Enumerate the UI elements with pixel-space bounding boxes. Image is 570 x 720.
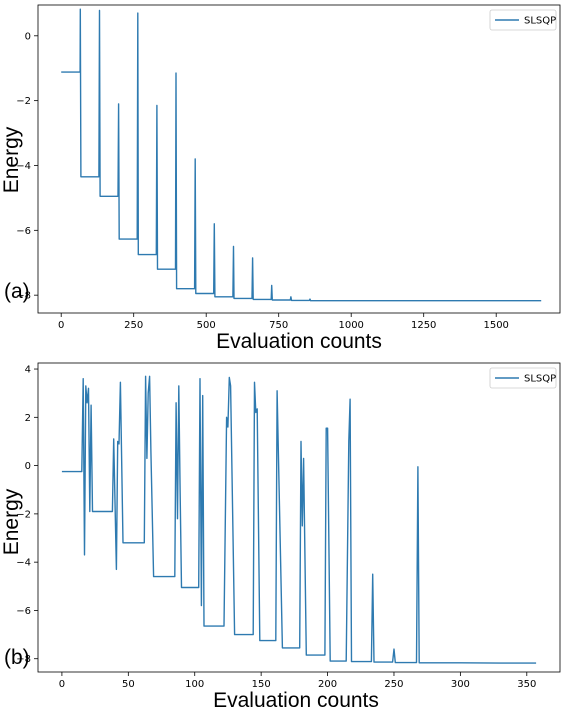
y-tick-label: 4 [25, 365, 31, 376]
chart-panel-a: 0 −2 −4 −6 −8 0 250 500 750 1000 1250 1500 SLSQP (… [0, 4, 561, 353]
x-axis-label: Evaluation counts [216, 330, 382, 353]
x-ticks: 0 250 500 750 1000 1250 1500 [58, 313, 509, 331]
y-axis-label: Energy [0, 488, 23, 555]
y-tick-label: −8 [16, 291, 31, 302]
y-tick-label: 2 [25, 413, 31, 424]
x-tick-label: 150 [252, 679, 271, 690]
plot-frame [37, 4, 561, 314]
x-tick-label: 50 [122, 679, 135, 690]
x-tick-label: 0 [58, 320, 64, 331]
series-line-slsqp [61, 8, 542, 302]
x-axis-label: Evaluation counts [213, 689, 379, 712]
legend: SLSQP [489, 9, 557, 31]
x-tick-label: 500 [197, 320, 216, 331]
y-tick-label: −4 [16, 161, 31, 172]
y-tick-label: −4 [16, 558, 31, 569]
x-tick-label: 250 [124, 320, 143, 331]
y-tick-label: −6 [16, 606, 31, 617]
x-tick-label: 250 [384, 679, 403, 690]
y-tick-label: −2 [16, 509, 31, 520]
y-ticks: 4 2 0 −2 −4 −6 −8 [16, 365, 38, 665]
plot-frame [37, 362, 561, 673]
y-tick-label: −2 [16, 96, 31, 107]
y-axis-label: Energy [0, 126, 23, 193]
y-ticks: 0 −2 −4 −6 −8 [16, 31, 38, 302]
y-tick-label: 0 [25, 461, 31, 472]
chart-panel-b: 420−2−4−6−8 0 50 100 150 200 250 300 350 SLSQP … [0, 362, 561, 712]
series-lines [61, 375, 537, 664]
x-tick-label: 1000 [338, 320, 363, 331]
panel-label: (a) [4, 280, 30, 303]
legend: SLSQP [489, 367, 557, 389]
legend-box [489, 9, 557, 31]
y-tick-label: 0 [25, 31, 31, 42]
x-tick-label: 200 [318, 679, 337, 690]
legend-label: SLSQP [524, 374, 556, 385]
x-tick-label: 300 [451, 679, 470, 690]
x-tick-label: 0 [59, 679, 65, 690]
x-tick-label: 100 [185, 679, 204, 690]
y-tick-label: −6 [16, 226, 31, 237]
x-tick-label: 1250 [411, 320, 436, 331]
legend-box [489, 367, 557, 389]
series-lines [61, 8, 542, 302]
x-tick-label: 750 [269, 320, 288, 331]
x-tick-label: 350 [517, 679, 536, 690]
y-tick-label: −8 [16, 654, 31, 665]
x-tick-label: 1500 [483, 320, 508, 331]
x-ticks: 0 50 100 150 200 250 300 350 [59, 672, 536, 690]
legend-label: SLSQP [524, 16, 556, 27]
series-line-slsqp [61, 375, 537, 664]
panel-label: (b) [4, 646, 30, 669]
